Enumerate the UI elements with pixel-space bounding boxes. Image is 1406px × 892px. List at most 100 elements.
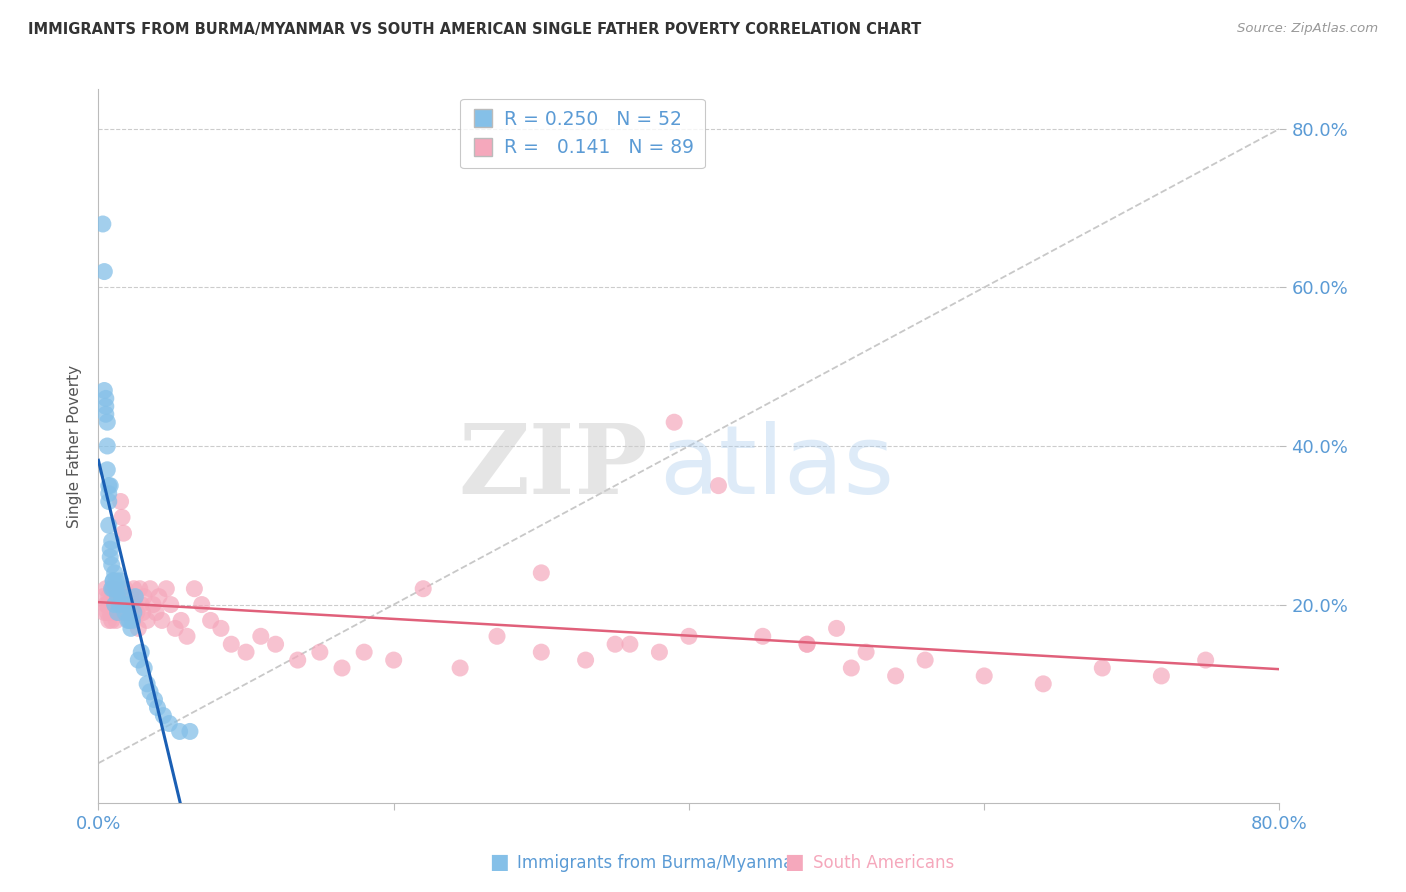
Point [155,582,177,596]
Point [98,478,121,492]
Point [104,606,127,620]
Point [105,582,128,596]
Point [678,629,700,643]
Point [134,661,156,675]
Point [136,677,159,691]
Point [105,590,128,604]
Point [98,549,121,564]
Point [129,645,152,659]
Point [98,598,121,612]
Point [1195,653,1218,667]
Point [93,264,115,278]
Point [100,558,122,572]
Point [120,621,142,635]
Point [100,582,122,596]
Point [619,637,641,651]
Point [449,661,471,675]
Point [127,621,149,635]
Text: IMMIGRANTS FROM BURMA/MYANMAR VS SOUTH AMERICAN SINGLE FATHER POVERTY CORRELATIO: IMMIGRANTS FROM BURMA/MYANMAR VS SOUTH A… [28,22,921,37]
Point [142,598,165,612]
Point [104,598,127,612]
Point [250,629,273,643]
Point [114,598,136,612]
Point [200,614,222,628]
Point [115,590,138,604]
Point [108,606,131,620]
Point [97,614,120,628]
Point [169,724,191,739]
Point [855,645,877,659]
Point [353,645,375,659]
Point [1091,661,1114,675]
Text: ZIP: ZIP [458,420,648,515]
Point [103,574,125,588]
Point [97,478,120,492]
Point [103,590,125,604]
Point [111,510,134,524]
Point [96,606,118,620]
Point [98,606,121,620]
Point [111,590,134,604]
Point [139,582,162,596]
Point [165,621,187,635]
Point [235,645,257,659]
Point [796,637,818,651]
Point [94,582,117,596]
Point [530,645,553,659]
Legend: R = 0.250   N = 52, R =   0.141   N = 89: R = 0.250 N = 52, R = 0.141 N = 89 [460,99,704,169]
Point [98,542,121,557]
Point [330,661,353,675]
Point [914,653,936,667]
Point [139,685,162,699]
Point [664,415,686,429]
Point [105,574,128,588]
Point [176,629,198,643]
Point [486,629,509,643]
Point [574,653,596,667]
Point [884,669,907,683]
Point [707,478,730,492]
Point [97,590,120,604]
Point [796,637,818,651]
Point [412,582,434,596]
Point [132,606,155,620]
Point [112,598,135,612]
Point [122,582,145,596]
Point [114,582,136,596]
Point [91,590,114,604]
Point [107,590,129,604]
Point [973,669,995,683]
Point [94,400,117,414]
Point [127,653,149,667]
Point [93,384,115,398]
Point [129,598,152,612]
Point [287,653,309,667]
Text: ■: ■ [785,853,804,872]
Point [107,606,129,620]
Point [103,582,125,596]
Point [110,582,132,596]
Point [112,526,135,541]
Point [159,598,181,612]
Point [118,614,141,628]
Point [148,590,170,604]
Point [104,598,127,612]
Point [309,645,332,659]
Point [128,582,150,596]
Point [107,582,129,596]
Point [96,439,118,453]
Point [94,392,117,406]
Point [530,566,553,580]
Point [839,661,862,675]
Point [104,566,127,580]
Point [100,582,122,596]
Text: Immigrants from Burma/Myanmar: Immigrants from Burma/Myanmar [517,855,800,872]
Point [97,494,120,508]
Point [97,486,120,500]
Point [117,606,139,620]
Point [152,708,174,723]
Text: Source: ZipAtlas.com: Source: ZipAtlas.com [1237,22,1378,36]
Point [170,614,193,628]
Point [107,598,129,612]
Point [110,590,132,604]
